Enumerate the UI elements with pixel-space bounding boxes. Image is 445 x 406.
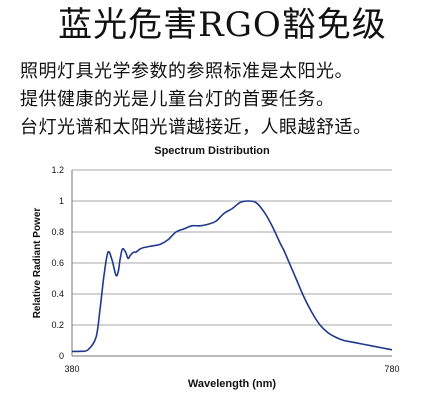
y-tick-label: 0.6	[51, 258, 64, 268]
intro-line-1: 照明灯具光学参数的参照标准是太阳光。	[20, 61, 353, 82]
x-axis-label: Wavelength (nm)	[188, 378, 277, 390]
y-tick-label: 1	[59, 196, 64, 206]
chart-grid	[72, 169, 392, 357]
x-tick-label: 780	[384, 364, 399, 374]
y-tick-label: 0.4	[51, 289, 64, 299]
y-axis-label: Relative Radiant Power	[32, 208, 43, 319]
intro-line-2: 提供健康的光是儿童台灯的首要任务。	[20, 89, 335, 110]
intro-line-3: 台灯光谱和太阳光谱越接近，人眼越舒适。	[20, 117, 372, 138]
chart-title: Spectrum Distribution	[154, 145, 270, 157]
page-title: 蓝光危害RGO豁免级	[58, 5, 387, 45]
x-tick-labels: 380 780	[64, 364, 399, 374]
spectrum-series-line	[71, 200, 393, 353]
x-tick-label: 380	[64, 364, 79, 374]
y-tick-label: 0	[59, 351, 64, 361]
y-tick-labels: 0 0.2 0.4 0.6 0.8 1 1.2	[51, 165, 64, 361]
y-tick-label: 0.8	[51, 227, 64, 237]
spectrum-chart: Spectrum Distribution 00.20.40.60.811.2 …	[32, 145, 400, 390]
y-tick-label: 0.2	[51, 320, 64, 330]
y-tick-label: 1.2	[51, 165, 64, 175]
